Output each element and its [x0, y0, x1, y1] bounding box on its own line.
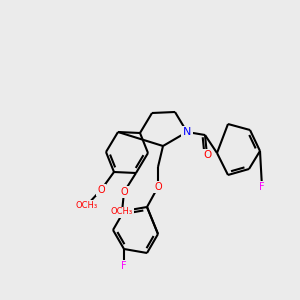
Text: O: O	[203, 150, 211, 160]
Text: O: O	[97, 185, 105, 195]
Text: N: N	[183, 127, 191, 137]
Text: O: O	[154, 182, 162, 192]
Text: F: F	[121, 261, 127, 271]
Text: OCH₃: OCH₃	[76, 200, 98, 209]
Text: O: O	[120, 187, 128, 197]
Text: OCH₃: OCH₃	[111, 208, 133, 217]
Text: F: F	[259, 182, 265, 192]
